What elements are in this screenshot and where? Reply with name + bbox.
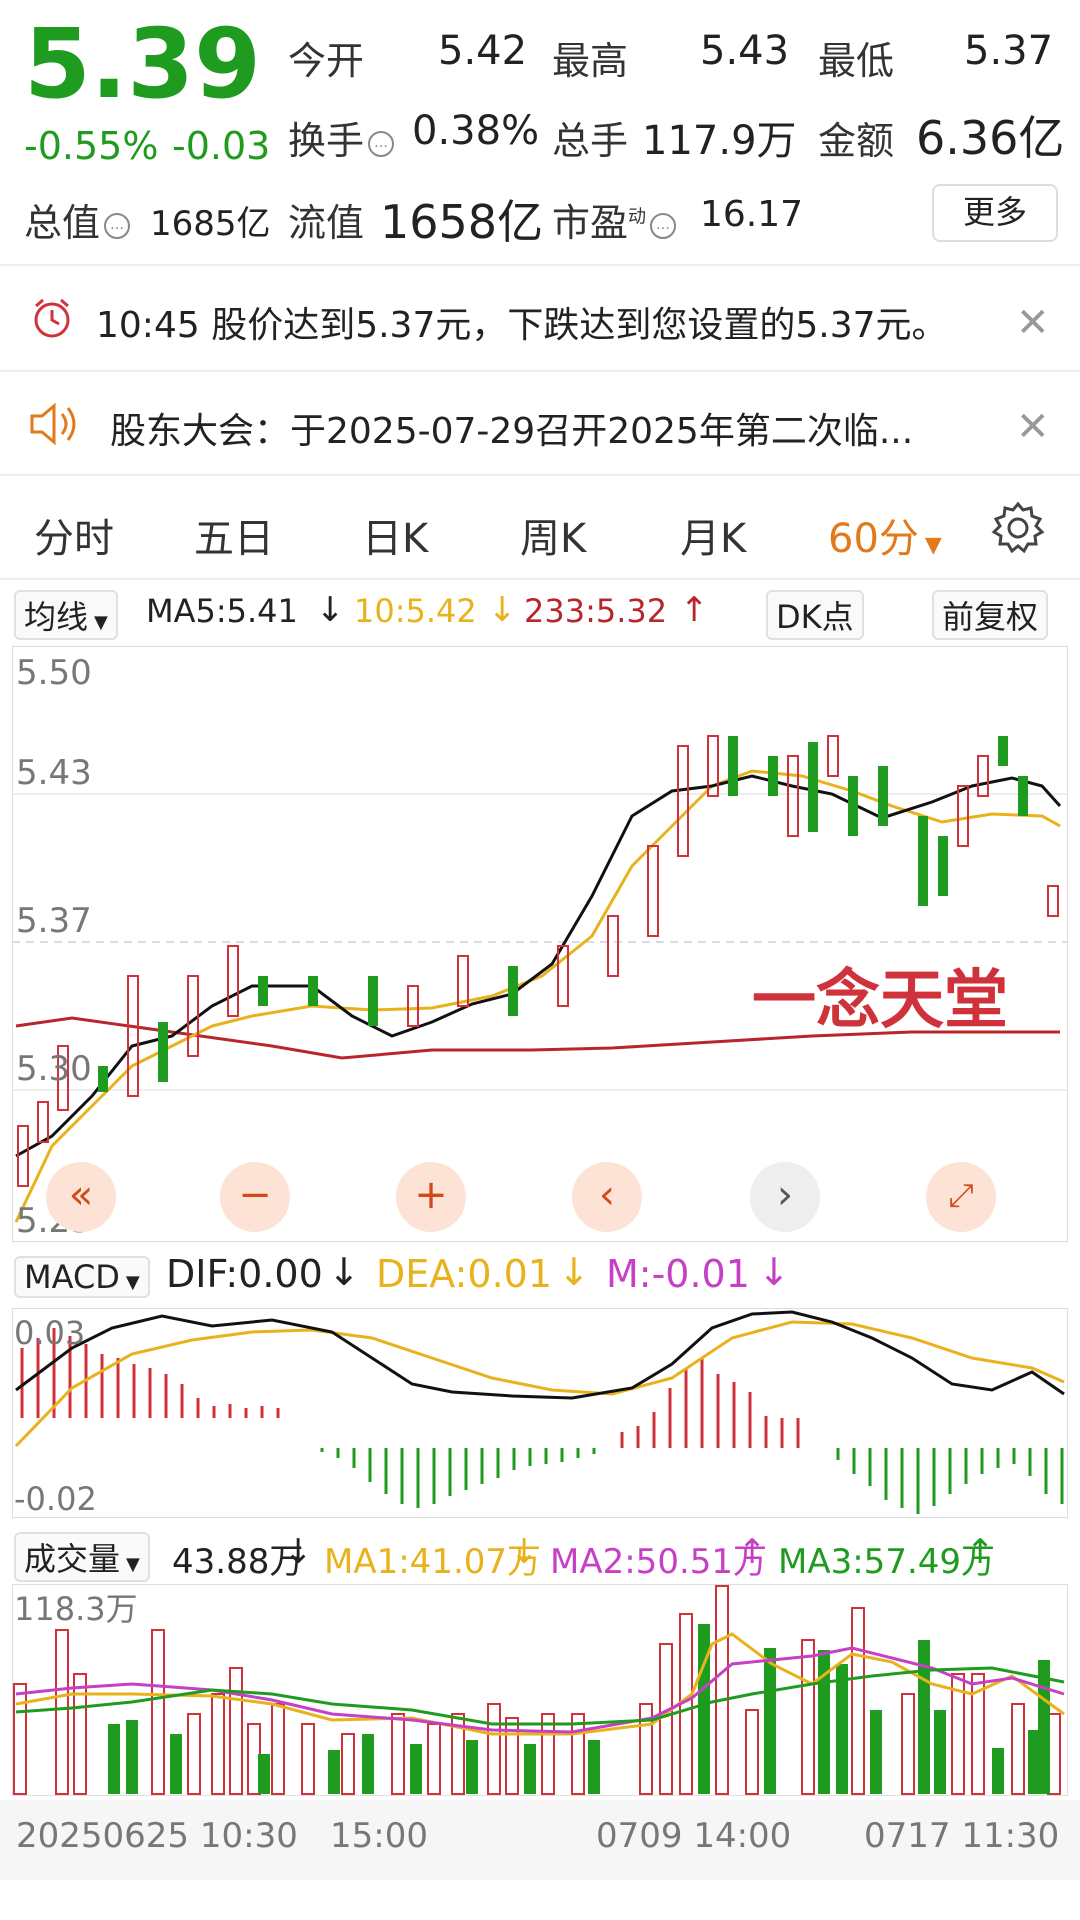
tab-weekly-k[interactable]: 周K (520, 516, 587, 562)
ma-selector[interactable]: 均线 ▼ (14, 590, 118, 640)
up-arrow-icon: ↑ (738, 1532, 767, 1572)
mktcap-label: 总值… (24, 192, 134, 247)
turnover-value: 0.38% (412, 108, 540, 154)
change-amount: -0.03 (172, 124, 271, 168)
macd-selector[interactable]: MACD ▼ (14, 1256, 150, 1298)
float-label: 流值 (288, 201, 365, 245)
macd-dea: DEA:0.01 (376, 1252, 553, 1296)
ma233-legend: 233:5.32 (524, 592, 668, 630)
gear-icon[interactable] (990, 500, 1046, 560)
macd-dif: DIF:0.00 (166, 1252, 323, 1296)
ma10-legend: 10:5.42 (354, 592, 477, 630)
macd-m: M:-0.01 (606, 1252, 750, 1296)
info-circle-icon[interactable]: … (104, 212, 131, 239)
volume-ma2: MA2:50.51万 (550, 1542, 768, 1582)
price-tick: 5.43 (16, 753, 92, 793)
down-arrow-icon: ↓ (758, 1250, 790, 1294)
fullscreen-icon[interactable]: ⤢ (926, 1162, 996, 1232)
ma5-legend: MA5:5.41 (146, 592, 298, 630)
time-axis: 20250625 10:30 15:00 0709 14:00 0717 11:… (0, 1800, 1080, 1880)
mktcap-value: 1685亿 (150, 204, 271, 244)
price-tick: 5.30 (16, 1049, 92, 1089)
price-tick: 5.50 (16, 653, 92, 693)
amount-value: 6.36亿 (916, 111, 1065, 165)
tab-60min[interactable]: 60分 ▼ (828, 516, 942, 562)
volume-current: 43.88万 (172, 1542, 304, 1582)
volume-tick: 118.3万 (14, 1590, 138, 1628)
high-label: 最高 (552, 39, 629, 83)
volume-chart[interactable]: 118.3万 (12, 1584, 1068, 1796)
macd-tick: 0.03 (14, 1314, 85, 1352)
more-button[interactable]: 更多 (932, 184, 1058, 242)
kline-chart[interactable]: 5.50 5.43 5.37 5.30 5.23 一念天堂 (12, 646, 1068, 1242)
volume-ma3: MA3:57.49万 (778, 1542, 996, 1582)
pe-label: 市盈动… (552, 192, 680, 247)
watermark-text: 一念天堂 (752, 964, 1008, 1038)
current-price: 5.39 (24, 8, 261, 120)
tab-monthly-k[interactable]: 月K (680, 516, 747, 562)
pe-value: 16.17 (700, 194, 804, 235)
down-arrow-icon: ↓ (558, 1250, 590, 1294)
float-value: 1658亿 (380, 195, 544, 249)
close-icon[interactable]: ✕ (1016, 404, 1050, 450)
tab-five-day[interactable]: 五日 (194, 516, 274, 562)
time-tick: 0717 11:30 (864, 1816, 1060, 1856)
price-alert-text[interactable]: 10:45 股价达到5.37元，下跌达到您设置的5.37元。 (96, 305, 948, 346)
macd-chart[interactable]: 0.03 -0.02 (12, 1308, 1068, 1518)
volume-ma1: MA1:41.07万 (324, 1542, 542, 1582)
speaker-icon (28, 402, 80, 450)
scroll-right-button[interactable]: › (750, 1162, 820, 1232)
time-tick: 20250625 10:30 (16, 1816, 298, 1856)
turnover-label: 换手… (288, 110, 398, 165)
low-label: 最低 (818, 39, 895, 83)
price-tick: 5.37 (16, 901, 92, 941)
open-label: 今开 (288, 39, 365, 83)
volume-label: 总手 (552, 119, 629, 163)
tab-daily-k[interactable]: 日K (362, 516, 429, 562)
alarm-clock-icon (30, 296, 74, 344)
scroll-left-button[interactable]: ‹ (572, 1162, 642, 1232)
down-arrow-icon: ↓ (284, 1532, 313, 1572)
change-percent: -0.55% (24, 124, 159, 168)
caret-down-icon: ▼ (924, 533, 942, 558)
dk-point-button[interactable]: DK点 (766, 590, 864, 640)
volume-value: 117.9万 (642, 118, 797, 164)
zoom-out-fast-icon[interactable]: « (46, 1162, 116, 1232)
amount-label: 金额 (818, 119, 895, 163)
info-circle-icon[interactable]: … (368, 130, 395, 157)
down-arrow-icon: ↓ (316, 590, 345, 630)
up-arrow-icon: ↑ (680, 590, 709, 630)
high-value: 5.43 (700, 28, 790, 74)
down-arrow-icon: ↓ (488, 590, 517, 630)
macd-tick: -0.02 (14, 1480, 97, 1518)
zoom-in-button[interactable]: + (396, 1162, 466, 1232)
zoom-out-button[interactable]: − (220, 1162, 290, 1232)
adjust-button[interactable]: 前复权 (932, 590, 1049, 640)
time-tick: 15:00 (330, 1816, 428, 1856)
announcement-text[interactable]: 股东大会：于2025-07-29召开2025年第二次临... (110, 411, 914, 452)
up-arrow-icon: ↑ (966, 1532, 995, 1572)
volume-selector[interactable]: 成交量 ▼ (14, 1532, 150, 1582)
open-value: 5.42 (438, 28, 528, 74)
down-arrow-icon: ↓ (510, 1532, 539, 1572)
info-circle-icon[interactable]: … (650, 212, 677, 239)
down-arrow-icon: ↓ (328, 1250, 360, 1294)
candlestick-group (17, 735, 1059, 1187)
tab-intraday[interactable]: 分时 (34, 516, 114, 562)
time-tick: 0709 14:00 (596, 1816, 792, 1856)
close-icon[interactable]: ✕ (1016, 300, 1050, 346)
low-value: 5.37 (964, 28, 1054, 74)
